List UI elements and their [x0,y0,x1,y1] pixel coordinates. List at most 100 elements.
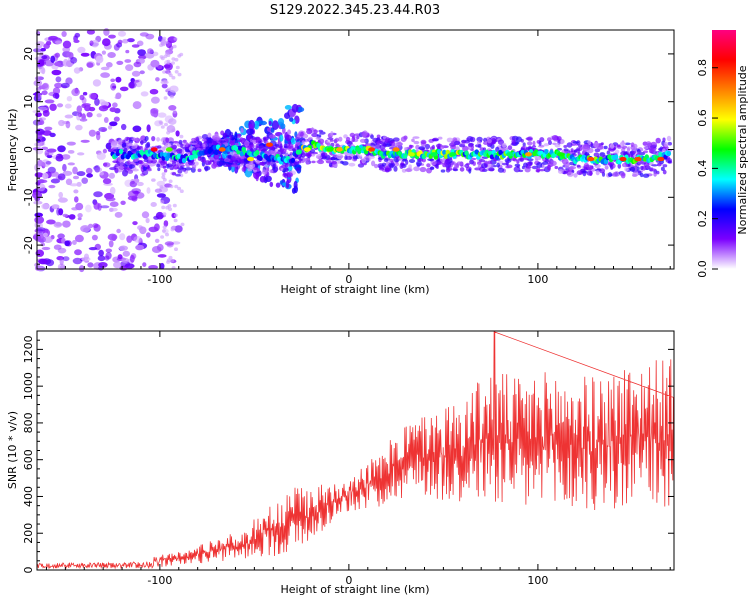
heatmap-cell [132,101,142,110]
heatmap-cell [317,138,325,144]
heatmap-cell [191,142,198,146]
heatmap-cell [172,140,179,144]
heatmap-cell [177,186,182,191]
heatmap-cell [163,96,168,100]
heatmap-cell [429,146,435,151]
heatmap-cell [87,262,94,268]
heatmap-cell [525,137,533,141]
heatmap-cell [497,139,505,145]
heatmap-cell [175,149,182,152]
heatmap-cell [513,166,521,173]
heatmap-cell [177,72,182,77]
heatmap-cell [51,204,60,210]
heatmap-cell [640,172,644,178]
heatmap-cell [126,38,135,43]
heatmap-cell [253,167,259,171]
snr-x-label: Height of straight line (km) [280,583,429,596]
heatmap-cell [145,217,150,224]
heatmap-cell [255,159,261,164]
heatmap-cell [279,134,284,142]
heatmap-cell [477,144,482,148]
heatmap-cell [64,240,70,247]
heatmap-cell [180,222,185,227]
heatmap-cell [85,204,92,213]
heatmap-cell [173,37,178,41]
heatmap-cell [305,161,310,165]
heatmap-cell [629,166,636,172]
heatmap-cell [56,207,61,216]
heatmap-cell [268,150,274,156]
heatmap-cell [291,103,299,113]
heatmap-cell [160,41,165,46]
heatmap-cell [531,145,537,148]
heatmap-cell [491,141,496,145]
heatmap-cell [33,200,43,205]
heatmap-cell [124,59,132,63]
heatmap-cell [77,217,82,221]
heatmap-cell [389,158,394,163]
heatmap-cell [666,135,672,142]
heatmap-cell [604,165,609,170]
heatmap-cell [537,144,545,148]
heatmap-cell [345,136,351,142]
heatmap-cell [179,134,184,139]
heatmap-cell [626,147,631,153]
heatmap-cell [82,103,91,107]
heatmap-cell [632,143,638,150]
heatmap-cell [544,149,549,155]
heatmap-cell [119,233,126,241]
heatmap-cell [235,159,239,165]
heatmap-cell [49,103,57,112]
heatmap-cell [240,127,244,133]
heatmap-cell [372,137,379,143]
heatmap-cell [53,221,63,228]
heatmap-cell [175,130,180,137]
heatmap-cell [144,162,149,168]
heatmap-cell [487,164,494,168]
heatmap-cell [56,103,64,108]
heatmap-cell [146,124,151,133]
heatmap-cell [340,160,344,164]
heatmap-cell [325,160,332,164]
heatmap-cell [455,163,459,168]
heatmap-cell [329,139,334,142]
heatmap-hotspot [657,156,665,162]
heatmap-cell [131,79,140,83]
heatmap-cell [306,128,313,135]
heatmap-cell [455,146,460,152]
heatmap-cell [239,151,245,157]
heatmap-cell [437,149,442,155]
heatmap-cell [51,69,62,76]
heatmap-cell [621,162,628,168]
heatmap-cell [567,171,574,177]
heatmap-cell [464,150,469,156]
heatmap-cell [368,155,375,159]
heatmap-cell [157,167,161,172]
heatmap-cell [62,40,72,49]
heatmap-cell [419,166,427,173]
heatmap-cell [168,105,177,111]
heatmap-cell [432,138,437,142]
heatmap-hotspot [525,152,532,157]
heatmap-cell [168,118,177,125]
heatmap-cell [467,142,474,148]
heatmap-cell [171,57,176,61]
heatmap-cell [383,158,389,163]
heatmap-cell [295,167,301,172]
heatmap-cell [146,232,151,238]
heatmap-cell [132,221,138,226]
heatmap-cell [115,76,122,83]
heatmap-cell [156,193,166,198]
heatmap-cell [117,39,123,45]
heatmap-cell [255,149,260,156]
heatmap-cell [616,144,621,148]
heatmap-cell [176,153,182,159]
heatmap-cell [174,70,179,74]
heatmap-cell [160,235,165,239]
heatmap-cell [624,142,631,146]
heatmap-cell [156,180,166,187]
heatmap-cell [330,156,336,161]
heatmap-cell [284,105,292,110]
heatmap-cell [162,212,167,216]
